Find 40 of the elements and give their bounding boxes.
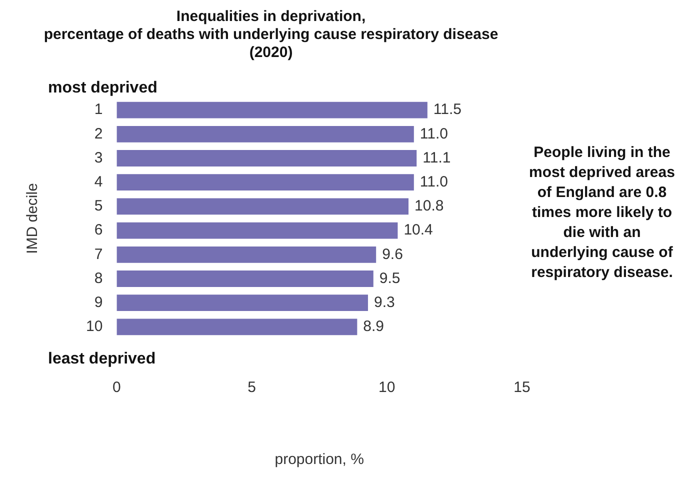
y-tick-label: 1: [94, 101, 103, 118]
y-tick-label: 5: [94, 198, 103, 215]
x-axis-title: proportion, %: [274, 451, 364, 468]
text: People living in the most deprived areas of England are 0.8 times more likely to die with an underlying cause of respiratory disease.: [528, 143, 676, 283]
y-tick-label: 8: [94, 270, 103, 287]
y-tick-label: 2: [94, 125, 103, 142]
data-label: 9.6: [382, 246, 403, 263]
data-label: 11.0: [420, 173, 448, 190]
x-tick-label: 5: [248, 379, 256, 396]
chart-title: Inequalities in deprivation, percentage of deaths with underlying cause respiratory disease (2020): [44, 8, 498, 62]
data-label: 8.9: [363, 318, 384, 336]
y-tick-label: 6: [94, 222, 103, 239]
bar: [116, 246, 376, 263]
data-label: 9.5: [379, 270, 400, 287]
y-tick-label: 7: [94, 246, 103, 263]
data-label: 11.0: [420, 125, 448, 142]
y-tick-label: 9: [94, 294, 103, 311]
bar: [116, 102, 428, 118]
y-axis-title: IMD decile: [24, 183, 42, 254]
y-tick-label: 10: [86, 318, 103, 336]
bar: [116, 222, 398, 239]
data-label: 11.1: [422, 149, 451, 166]
y-tick-label: 4: [94, 173, 103, 190]
text: most deprived: [48, 79, 158, 96]
bar: [116, 270, 374, 287]
data-label: 10.4: [404, 222, 433, 239]
bar: [116, 174, 414, 191]
bar: [116, 294, 368, 312]
bar: [116, 198, 409, 215]
text: least deprived: [48, 350, 156, 368]
x-tick-label: 10: [378, 379, 396, 396]
data-label: 10.8: [414, 198, 444, 215]
data-label: 9.3: [374, 294, 395, 311]
bar: [116, 318, 358, 336]
bar: [116, 150, 417, 166]
x-tick-label: 15: [514, 379, 530, 396]
bar: [116, 126, 414, 142]
data-label: 11.5: [433, 101, 462, 118]
x-tick-label: 0: [112, 379, 121, 396]
y-tick-label: 3: [94, 149, 103, 166]
